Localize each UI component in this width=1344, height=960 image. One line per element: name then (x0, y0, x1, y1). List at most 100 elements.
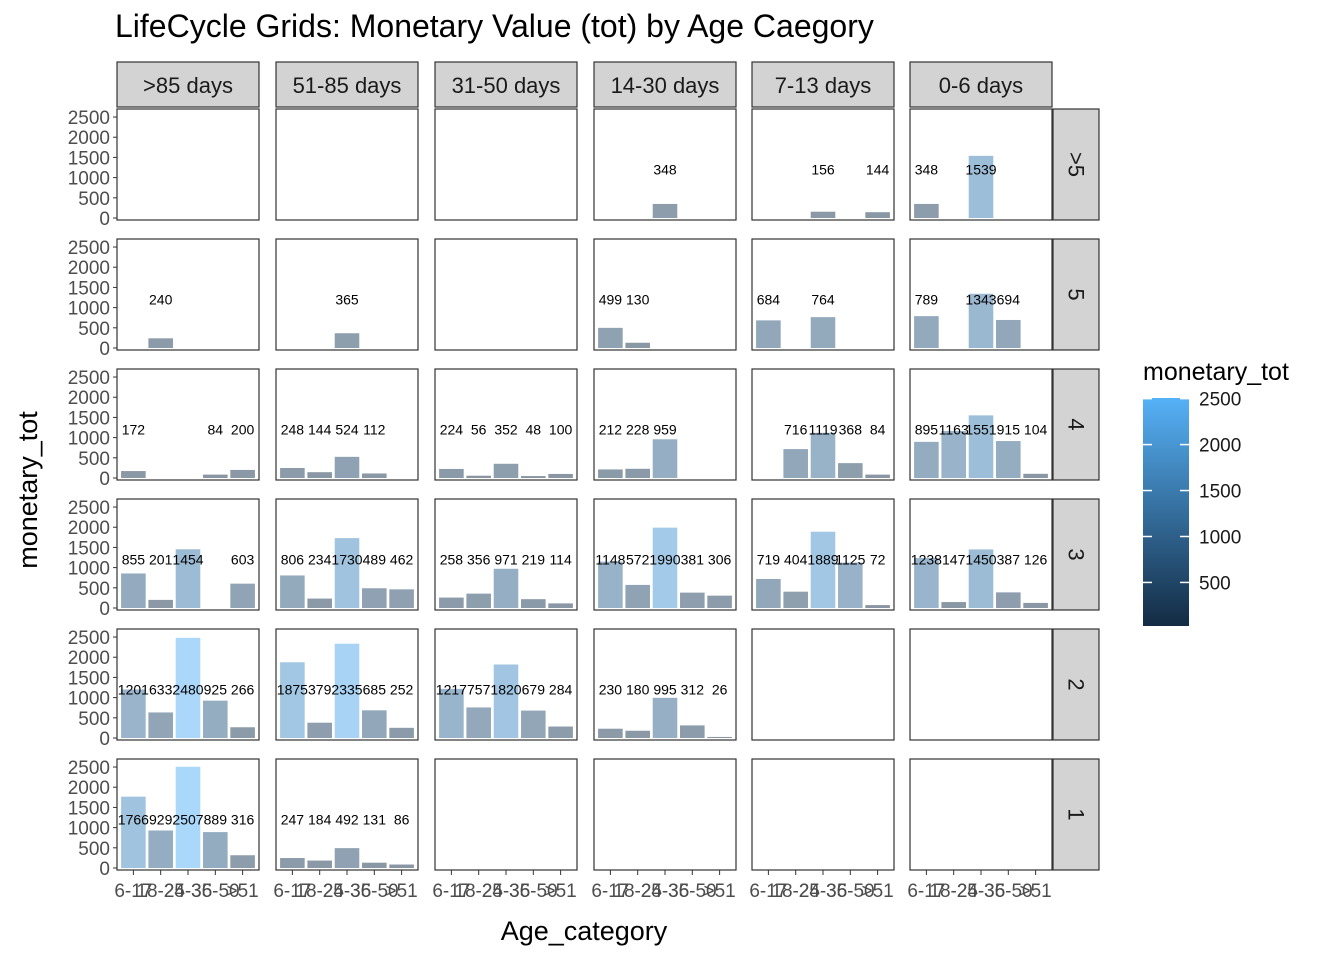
x-tick-label: 6-17 (907, 881, 945, 902)
row-strip-label: 3 (1064, 548, 1089, 560)
data-label: 719 (757, 552, 781, 568)
x-tick-label: 18-24 (929, 881, 978, 902)
data-label: 200 (231, 422, 255, 438)
bar (334, 456, 360, 478)
data-label: 240 (149, 292, 173, 308)
legend-tick-label: 500 (1199, 573, 1231, 594)
x-tick-label: 36-50 (984, 881, 1033, 902)
bar (548, 726, 573, 738)
bar (175, 637, 201, 738)
column-strip (434, 61, 578, 108)
row-strip-label: >5 (1064, 152, 1089, 177)
facet-panel (751, 368, 895, 481)
data-label: 112 (363, 422, 386, 438)
bar (230, 727, 255, 738)
bar (203, 700, 228, 738)
bar (865, 212, 890, 218)
row-strip-label: 5 (1064, 288, 1089, 300)
row-strip (1052, 108, 1100, 221)
data-label: 144 (866, 162, 890, 178)
x-tick-label: 18-24 (771, 881, 820, 902)
x-tick-label: 18-24 (454, 881, 503, 902)
bar (996, 319, 1021, 348)
facet-panel (116, 238, 260, 351)
y-tick-label: 0 (99, 729, 110, 750)
y-tick-label: 1000 (68, 299, 110, 320)
bar (334, 538, 360, 608)
data-label: 806 (281, 552, 305, 568)
data-label: 379 (308, 682, 332, 698)
bar (968, 293, 994, 348)
data-label: 971 (494, 552, 518, 568)
data-label: 156 (811, 162, 835, 178)
y-tick-label: 1500 (68, 408, 110, 429)
data-label: 2507 (172, 812, 203, 828)
y-tick-label: 1500 (68, 148, 110, 169)
data-label: 694 (997, 292, 1021, 308)
x-tick-label: 36-50 (350, 881, 399, 902)
column-strip-label: 14-30 days (611, 73, 720, 98)
column-strip (909, 61, 1053, 108)
data-label: 56 (471, 422, 487, 438)
bar (865, 605, 890, 608)
data-label: 789 (915, 292, 939, 308)
column-strip-label: 51-85 days (293, 73, 402, 98)
column-strip (116, 61, 260, 108)
data-label: 1148 (595, 552, 625, 568)
facet-panel (751, 758, 895, 871)
data-label: 685 (363, 682, 387, 698)
data-label: 180 (626, 682, 650, 698)
bar (810, 211, 836, 218)
legend-colorbar (1143, 398, 1189, 626)
data-label: 489 (363, 552, 387, 568)
data-label: 348 (915, 162, 939, 178)
data-label: 306 (708, 552, 732, 568)
bar (493, 568, 519, 608)
legend-tick-label: 1000 (1199, 527, 1241, 548)
bar (307, 472, 332, 478)
bar (625, 342, 650, 348)
y-tick-label: 0 (99, 859, 110, 880)
x-tick-label: 18-24 (613, 881, 662, 902)
data-label: 572 (626, 552, 650, 568)
x-tick-label: 25-35 (164, 881, 213, 902)
bar (996, 441, 1021, 478)
y-axis-title: monetary_tot (13, 411, 43, 569)
row-strip-label: 2 (1064, 678, 1089, 690)
x-tick-label: 18-24 (295, 881, 344, 902)
column-strip-label: >85 days (143, 73, 233, 98)
x-tick-label: 25-35 (323, 881, 372, 902)
facet-panel (434, 758, 578, 871)
data-label: 1820 (490, 682, 521, 698)
y-tick-label: 2000 (68, 388, 110, 409)
bar (280, 575, 305, 608)
data-label: 1163 (939, 422, 969, 438)
x-tick-label: 36-50 (826, 881, 875, 902)
bar (521, 599, 546, 608)
bar (230, 469, 255, 478)
bar (707, 736, 732, 738)
bar (810, 432, 836, 478)
data-label: 492 (335, 812, 359, 828)
facet-panel (909, 628, 1053, 741)
bar (968, 415, 994, 478)
column-strip (275, 61, 419, 108)
y-tick-label: 1500 (68, 668, 110, 689)
facet-panel (275, 108, 419, 221)
data-label: 284 (549, 682, 573, 698)
bar (941, 602, 966, 608)
x-tick-label: 36-50 (191, 881, 240, 902)
x-tick-label: 6-17 (432, 881, 470, 902)
x-tick-label: >51 (544, 881, 576, 902)
data-label: 1730 (331, 552, 362, 568)
bar (598, 561, 623, 608)
data-label: 895 (915, 422, 939, 438)
facet-panel (116, 108, 260, 221)
data-label: 1875 (277, 682, 308, 698)
y-tick-label: 2000 (68, 648, 110, 669)
y-tick-label: 1000 (68, 429, 110, 450)
y-tick-label: 0 (99, 469, 110, 490)
data-label: 247 (281, 812, 305, 828)
bar (121, 689, 146, 738)
